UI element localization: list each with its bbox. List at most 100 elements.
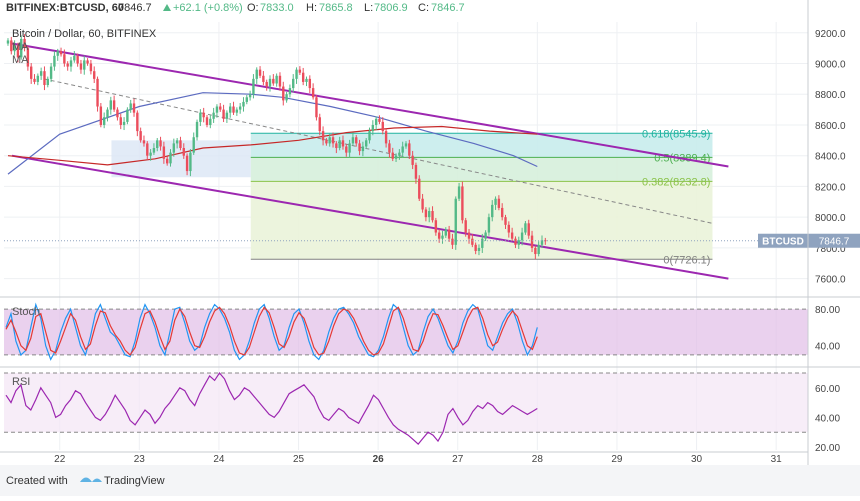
candle-body[interactable] [20,38,23,58]
candle-body[interactable] [96,78,99,107]
candle-body[interactable] [398,152,401,156]
candle-body[interactable] [431,211,434,221]
candle-body[interactable] [461,186,464,221]
indicator-line[interactable] [5,302,538,361]
footer-brand[interactable]: TradingView [104,475,165,487]
candle-body[interactable] [169,152,172,164]
candle-body[interactable] [179,140,182,149]
candle-body[interactable] [209,118,212,125]
candle-body[interactable] [384,131,388,144]
candle-body[interactable] [146,143,149,156]
candle-body[interactable] [437,232,441,239]
candle-body[interactable] [132,103,136,113]
candle-body[interactable] [504,217,507,225]
candle-body[interactable] [10,40,13,52]
candle-body[interactable] [26,48,30,67]
candle-body[interactable] [358,143,361,152]
candle-body[interactable] [248,94,252,98]
candle-body[interactable] [355,137,358,144]
candle-body[interactable] [534,247,537,255]
candle-body[interactable] [345,146,348,153]
candle-body[interactable] [288,88,292,95]
legend-ma-slow[interactable]: MA [12,54,29,66]
candle-body[interactable] [418,178,421,199]
candle-body[interactable] [268,78,272,87]
candle-body[interactable] [282,86,285,101]
candle-body[interactable] [388,143,391,153]
candle-body[interactable] [73,55,76,61]
candle-body[interactable] [331,137,335,144]
candle-body[interactable] [467,232,471,239]
candle-body[interactable] [298,69,302,73]
candle-body[interactable] [428,211,431,218]
candle-body[interactable] [364,140,368,147]
candle-body[interactable] [351,137,355,144]
candle-body[interactable] [122,121,126,125]
candle-body[interactable] [29,66,33,79]
candle-body[interactable] [441,235,444,239]
candle-body[interactable] [311,88,315,98]
candle-body[interactable] [474,244,477,251]
candle-body[interactable] [394,155,398,159]
candle-body[interactable] [129,103,132,110]
candle-body[interactable] [507,224,511,233]
candle-body[interactable] [537,244,540,255]
channel-lower-line[interactable] [11,154,729,280]
candle-body[interactable] [16,45,20,58]
candle-body[interactable] [517,240,520,245]
candle-body[interactable] [374,118,378,125]
candle-body[interactable] [520,232,524,241]
candle-body[interactable] [215,106,219,113]
candle-body[interactable] [222,109,225,119]
candle-body[interactable] [202,112,205,118]
candle-body[interactable] [225,112,229,119]
candle-body[interactable] [142,140,146,144]
candle-body[interactable] [457,186,461,199]
candle-body[interactable] [414,164,418,179]
candle-body[interactable] [36,75,40,82]
candle-body[interactable] [212,112,215,119]
candle-body[interactable] [544,240,547,242]
candle-body[interactable] [195,121,199,138]
candle-body[interactable] [235,109,239,113]
candle-body[interactable] [13,45,16,52]
candle-body[interactable] [464,220,467,233]
candle-body[interactable] [424,209,428,218]
price-axis[interactable]: 7600.0 7800.0 8000.0 8200.0 8400.0 8600.0 8800… [758,29,860,454]
candle-body[interactable] [401,146,404,153]
candle-body[interactable] [76,55,79,64]
candle-body[interactable] [156,140,159,149]
candle-body[interactable] [371,124,375,132]
candle-body[interactable] [381,121,384,132]
candle-body[interactable] [510,232,514,239]
candle-body[interactable] [408,143,411,156]
channel-upper-line[interactable] [11,42,729,168]
candle-body[interactable] [341,140,345,147]
candle-body[interactable] [109,100,113,110]
candle-body[interactable] [93,71,96,79]
candle-body[interactable] [43,71,46,86]
indicator-line[interactable] [5,372,538,445]
candle-body[interactable] [540,240,544,245]
candle-body[interactable] [491,204,494,218]
candle-body[interactable] [23,38,26,49]
candle-body[interactable] [126,109,129,122]
candle-body[interactable] [175,140,179,144]
candle-body[interactable] [79,63,83,70]
candle-body[interactable] [238,106,242,110]
candle-body[interactable] [500,207,504,218]
candle-body[interactable] [321,131,325,141]
candle-body[interactable] [477,247,481,251]
candle-body[interactable] [262,75,265,82]
candle-body[interactable] [189,152,192,172]
candle-body[interactable] [391,152,394,159]
candle-body[interactable] [292,78,295,89]
candle-body[interactable] [59,51,63,55]
candle-body[interactable] [106,109,109,118]
candle-body[interactable] [265,81,268,87]
candle-body[interactable] [494,198,497,205]
candle-body[interactable] [229,106,232,113]
candle-body[interactable] [136,112,139,132]
